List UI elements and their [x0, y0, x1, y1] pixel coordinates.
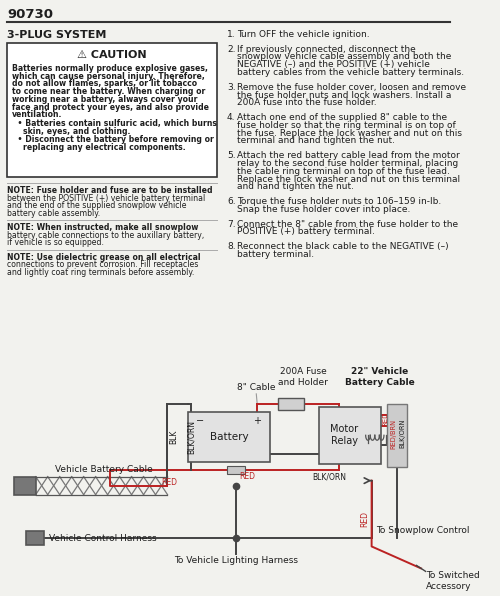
- Text: Battery: Battery: [210, 432, 248, 442]
- Text: RED: RED: [360, 511, 369, 526]
- Text: Attach one end of the supplied 8" cable to the: Attach one end of the supplied 8" cable …: [237, 113, 447, 122]
- Text: relay to the second fuse holder terminal, placing: relay to the second fuse holder terminal…: [237, 159, 458, 168]
- Text: between the POSITIVE (+) vehicle battery terminal: between the POSITIVE (+) vehicle battery…: [8, 194, 205, 203]
- Bar: [188, 412, 270, 462]
- Text: 1.: 1.: [227, 30, 235, 39]
- Text: +: +: [253, 416, 261, 426]
- Text: ventilation.: ventilation.: [12, 110, 62, 119]
- Text: battery cables from the vehicle battery terminals.: battery cables from the vehicle battery …: [237, 68, 464, 77]
- Text: BLK/ORN: BLK/ORN: [312, 472, 346, 481]
- Text: 6.: 6.: [227, 197, 235, 206]
- Text: ⚠ CAUTION: ⚠ CAUTION: [78, 50, 147, 60]
- Text: Batteries normally produce explosive gases,: Batteries normally produce explosive gas…: [12, 64, 208, 73]
- Text: Reconnect the black cable to the NEGATIVE (–): Reconnect the black cable to the NEGATIV…: [237, 242, 448, 251]
- Text: Turn OFF the vehicle ignition.: Turn OFF the vehicle ignition.: [237, 30, 370, 39]
- Text: which can cause personal injury. Therefore,: which can cause personal injury. Therefo…: [12, 72, 205, 80]
- Text: connections to prevent corrosion. Fill receptacles: connections to prevent corrosion. Fill r…: [8, 260, 198, 269]
- Text: RED: RED: [239, 472, 255, 481]
- Text: BLK/ORN: BLK/ORN: [400, 419, 406, 448]
- Text: 200A fuse into the fuse holder.: 200A fuse into the fuse holder.: [237, 98, 376, 107]
- Text: Attach the red battery cable lead from the motor: Attach the red battery cable lead from t…: [237, 151, 460, 160]
- Text: 90730: 90730: [8, 8, 54, 21]
- Text: POSITIVE (+) battery terminal.: POSITIVE (+) battery terminal.: [237, 227, 375, 237]
- Text: Vehicle Battery Cable: Vehicle Battery Cable: [55, 465, 152, 474]
- Text: 7.: 7.: [227, 219, 235, 229]
- FancyBboxPatch shape: [8, 43, 217, 178]
- Text: NEGATIVE (–) and the POSITIVE (+) vehicle: NEGATIVE (–) and the POSITIVE (+) vehicl…: [237, 60, 430, 69]
- Text: Remove the fuse holder cover, loosen and remove: Remove the fuse holder cover, loosen and…: [237, 83, 466, 92]
- Text: Snap the fuse holder cover into place.: Snap the fuse holder cover into place.: [237, 205, 410, 214]
- Text: working near a battery, always cover your: working near a battery, always cover you…: [12, 95, 198, 104]
- Text: 5.: 5.: [227, 151, 235, 160]
- Text: to come near the battery. When charging or: to come near the battery. When charging …: [12, 87, 205, 96]
- Text: • Batteries contain sulfuric acid, which burns: • Batteries contain sulfuric acid, which…: [12, 119, 217, 128]
- Bar: [26, 532, 44, 545]
- Text: 4.: 4.: [227, 113, 235, 122]
- Text: To Vehicle Lighting Harness: To Vehicle Lighting Harness: [174, 557, 298, 566]
- Text: To Snowplow Control: To Snowplow Control: [376, 526, 470, 535]
- Text: face and protect your eyes, and also provide: face and protect your eyes, and also pro…: [12, 103, 209, 111]
- Text: battery terminal.: battery terminal.: [237, 250, 314, 259]
- Text: and lightly coat ring terminals before assembly.: and lightly coat ring terminals before a…: [8, 268, 194, 277]
- Text: battery cable assembly.: battery cable assembly.: [8, 209, 100, 218]
- Text: BLK: BLK: [170, 430, 178, 444]
- Text: battery cable connections to the auxillary battery,: battery cable connections to the auxilla…: [8, 231, 204, 240]
- Text: and the end of the supplied snowplow vehicle: and the end of the supplied snowplow veh…: [8, 201, 187, 210]
- Text: 22" Vehicle
Battery Cable: 22" Vehicle Battery Cable: [345, 368, 414, 387]
- Bar: [318, 407, 381, 464]
- Text: 3.: 3.: [227, 83, 235, 92]
- Text: RED: RED: [382, 412, 388, 426]
- Text: the fuse holder nuts and lock washers. Install a: the fuse holder nuts and lock washers. I…: [237, 91, 452, 100]
- Text: and hand tighten the nut.: and hand tighten the nut.: [237, 182, 354, 191]
- Text: 200A Fuse
and Holder: 200A Fuse and Holder: [278, 368, 328, 387]
- Text: the cable ring terminal on top of the fuse lead.: the cable ring terminal on top of the fu…: [237, 167, 450, 176]
- Text: If previously connected, disconnect the: If previously connected, disconnect the: [237, 45, 416, 54]
- Text: the fuse. Replace the lock washer and nut on this: the fuse. Replace the lock washer and nu…: [237, 129, 462, 138]
- Text: BLK/ORN: BLK/ORN: [187, 420, 196, 454]
- Text: fuse holder so that the ring terminal is on top of: fuse holder so that the ring terminal is…: [237, 121, 456, 130]
- Text: skin, eyes, and clothing.: skin, eyes, and clothing.: [12, 127, 130, 136]
- Bar: [387, 404, 407, 467]
- Text: NOTE: Fuse holder and fuse are to be installed: NOTE: Fuse holder and fuse are to be ins…: [8, 187, 213, 195]
- Text: Connect the 8" cable from the fuse holder to the: Connect the 8" cable from the fuse holde…: [237, 219, 458, 229]
- Text: terminal and hand tighten the nut.: terminal and hand tighten the nut.: [237, 136, 395, 145]
- Bar: [14, 477, 36, 495]
- Text: Vehicle Control Harness: Vehicle Control Harness: [48, 534, 156, 543]
- Text: snowplow vehicle cable assembly and both the: snowplow vehicle cable assembly and both…: [237, 52, 452, 61]
- Text: Motor
Relay: Motor Relay: [330, 424, 358, 446]
- Text: −: −: [196, 416, 204, 426]
- Text: do not allow flames, sparks, or lit tobacco: do not allow flames, sparks, or lit toba…: [12, 79, 197, 88]
- Text: NOTE: When instructed, make all snowplow: NOTE: When instructed, make all snowplow: [8, 224, 198, 232]
- Text: if vehicle is so equipped.: if vehicle is so equipped.: [8, 238, 104, 247]
- Text: replacing any electrical components.: replacing any electrical components.: [12, 142, 186, 151]
- Bar: [278, 398, 304, 410]
- Bar: [227, 465, 246, 474]
- Text: NOTE: Use dielectric grease on all electrical: NOTE: Use dielectric grease on all elect…: [8, 253, 201, 262]
- Text: To Switched
Accessory: To Switched Accessory: [426, 572, 480, 591]
- Text: 8" Cable: 8" Cable: [237, 383, 276, 392]
- Text: Torque the fuse holder nuts to 106–159 in-lb.: Torque the fuse holder nuts to 106–159 i…: [237, 197, 442, 206]
- Text: 2.: 2.: [227, 45, 235, 54]
- Text: 3-PLUG SYSTEM: 3-PLUG SYSTEM: [8, 30, 106, 40]
- Text: RED/BRN: RED/BRN: [390, 419, 396, 449]
- Text: Replace the lock washer and nut on this terminal: Replace the lock washer and nut on this …: [237, 175, 460, 184]
- Text: • Disconnect the battery before removing or: • Disconnect the battery before removing…: [12, 135, 214, 144]
- Text: 8.: 8.: [227, 242, 235, 251]
- Text: RED: RED: [162, 477, 178, 487]
